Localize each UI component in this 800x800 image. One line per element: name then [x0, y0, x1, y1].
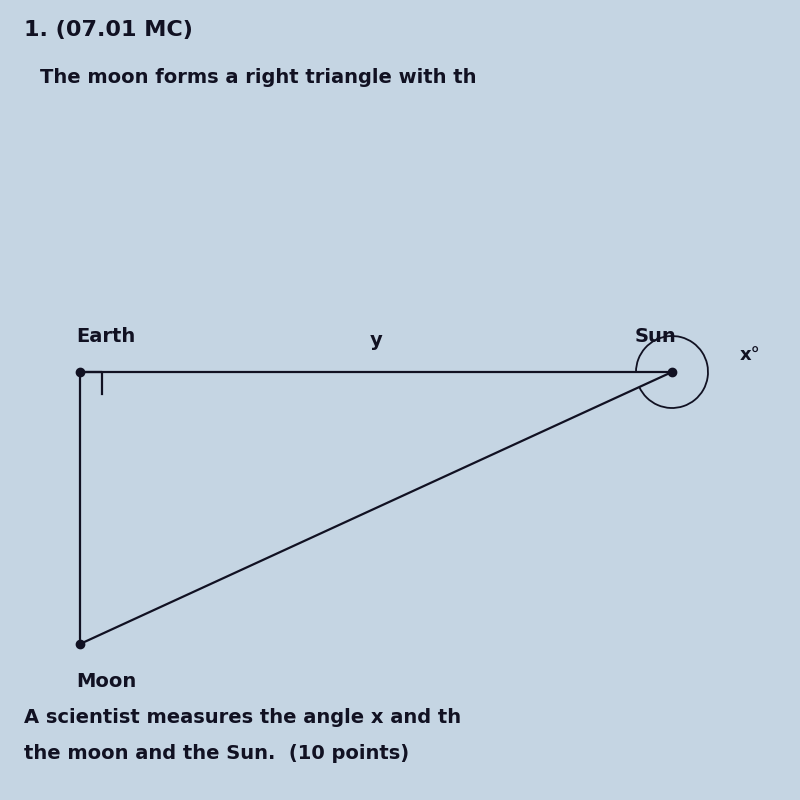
Text: Earth: Earth — [76, 327, 135, 346]
Text: the moon and the Sun.  (10 points): the moon and the Sun. (10 points) — [24, 744, 409, 763]
Text: y: y — [370, 330, 382, 350]
Text: The moon forms a right triangle with th: The moon forms a right triangle with th — [40, 68, 477, 87]
Text: x°: x° — [740, 346, 761, 364]
Text: Sun: Sun — [634, 327, 676, 346]
Text: A scientist measures the angle x and th: A scientist measures the angle x and th — [24, 708, 461, 727]
Text: Moon: Moon — [76, 672, 136, 691]
Text: 1. (07.01 MC): 1. (07.01 MC) — [24, 20, 193, 40]
